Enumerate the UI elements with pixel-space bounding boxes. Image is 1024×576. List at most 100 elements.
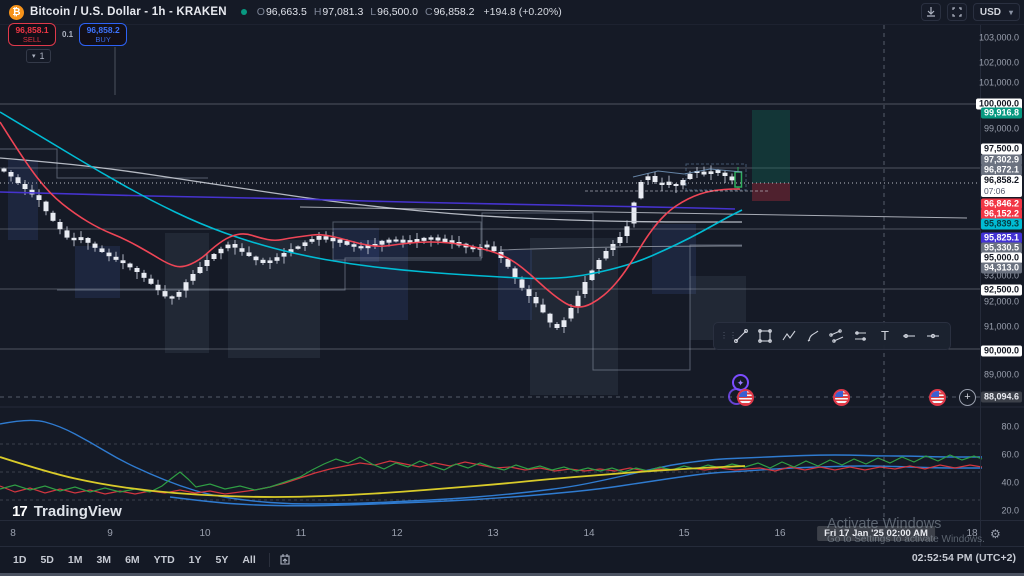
buy-label: BUY [95, 35, 111, 44]
candle-body [36, 195, 42, 200]
candle-body [554, 324, 560, 328]
ma-purple-line [0, 191, 736, 210]
candle-body [134, 268, 140, 272]
sell-price: 96,858.1 [15, 24, 49, 35]
time-axis-label: 15 [678, 528, 690, 539]
legend-collapse-button[interactable]: ▾ 1 [26, 49, 51, 63]
svg-text:T: T [881, 328, 889, 343]
range-button-3m[interactable]: 3M [96, 554, 112, 566]
add-alert-plus-icon[interactable]: + [959, 389, 976, 406]
timezone-clock[interactable]: 02:52:54 PM (UTC+2) [911, 552, 1016, 564]
range-button-5y[interactable]: 5Y [215, 554, 229, 566]
candle-body [729, 176, 735, 181]
ohlc-item: L96,500.0 [370, 6, 418, 18]
candle-body [225, 244, 231, 249]
brush-icon[interactable] [802, 325, 824, 347]
price-axis-label: 101,000.0 [978, 77, 1019, 88]
candle-body [43, 201, 49, 212]
sell-button[interactable]: 96,858.1 SELL [8, 23, 56, 46]
trend-line-icon[interactable] [730, 325, 752, 347]
range-button-1d[interactable]: 1D [13, 554, 27, 566]
candle-body [442, 238, 448, 242]
bottom-toolbar: 1D 5D 1M 3M 6M YTD 1Y 5Y All 02:52:54 PM (UTC+2) [0, 546, 1024, 573]
candle-body [155, 284, 161, 291]
polyline-icon[interactable] [778, 325, 800, 347]
candle-body [519, 279, 525, 288]
candle-body [666, 181, 672, 185]
download-icon[interactable] [920, 3, 941, 21]
toolbar-drag-handle[interactable]: ⋮⋮ [720, 331, 738, 340]
cross-line-icon[interactable] [922, 325, 944, 347]
range-button-all[interactable]: All [242, 554, 256, 566]
range-button-1y[interactable]: 1Y [188, 554, 202, 566]
flag-canton [739, 391, 747, 397]
candle-body [680, 180, 686, 186]
zone-box [652, 224, 696, 294]
candle-body [393, 239, 399, 242]
range-button-1m[interactable]: 1M [67, 554, 83, 566]
divider [268, 553, 270, 567]
candle-body [624, 226, 630, 236]
gear-icon[interactable]: ⚙ [990, 527, 1001, 541]
candle-body [78, 237, 84, 241]
flag-canton [931, 391, 939, 397]
currency-select[interactable]: USD ▾ [972, 3, 1020, 21]
tradingview-wordmark: TradingView [33, 503, 122, 520]
candle-body [337, 239, 343, 243]
change-value: +194.8 (+0.20%) [483, 6, 562, 18]
rectangle-icon[interactable] [754, 325, 776, 347]
currency-value: USD [979, 6, 1001, 18]
range-button-5d[interactable]: 5D [40, 554, 54, 566]
candle-body [659, 182, 665, 185]
candle-body [596, 260, 602, 269]
price-axis-label: 95,839.3 [980, 218, 1022, 230]
symbol-title[interactable]: Bitcoin / U.S. Dollar - 1h - KRAKEN [30, 6, 227, 18]
candle-body [64, 230, 70, 238]
maximize-icon[interactable] [946, 3, 967, 21]
candle-body [330, 237, 336, 242]
price-axis-label: 103,000.0 [978, 32, 1019, 43]
ma-white-line [0, 157, 742, 223]
chevron-down-icon: ▾ [32, 53, 36, 60]
price-axis-label: 92,000.0 [983, 296, 1019, 307]
ohlc-values: O96,663.5 H97,081.3 L96,500.0 C96,858.2 +194… [257, 6, 562, 18]
candle-body [127, 263, 133, 268]
buy-button[interactable]: 96,858.2 BUY [79, 23, 128, 46]
candle-body [701, 171, 707, 175]
parallel-channel-icon[interactable] [826, 325, 848, 347]
price-axis[interactable]: 103,000.0 102,000.0 101,000.0 100,000.0 99,9… [975, 25, 1024, 546]
us-economic-event-flag-icon[interactable] [929, 389, 946, 406]
candle-body [92, 243, 98, 248]
flat-channel-icon[interactable] [850, 325, 872, 347]
candle-body [316, 236, 322, 240]
time-axis[interactable]: Fri 17 Jan '25 02:00 AM ⚙ 8 9 10 11 12 13 14 15… [0, 520, 1024, 546]
price-axis-label: 95,825.1 [980, 232, 1022, 244]
window-edge [0, 573, 1024, 576]
go-to-date-icon[interactable] [278, 553, 292, 567]
time-axis-label: 18 [966, 528, 978, 539]
bitcoin-icon: ₿ [9, 4, 24, 20]
us-economic-event-flag-icon[interactable] [833, 389, 850, 406]
tradingview-logo[interactable]: 17 TradingView [12, 503, 122, 520]
candle-body [71, 237, 77, 241]
time-axis-label: 11 [295, 528, 307, 539]
candle-body [722, 172, 728, 176]
candle-body [281, 253, 287, 257]
horizontal-line-icon[interactable] [898, 325, 920, 347]
candle-body [162, 291, 168, 297]
us-economic-event-flag-icon[interactable] [737, 389, 754, 406]
zone-box [75, 246, 120, 298]
candle-body [323, 236, 329, 240]
zone-box [530, 238, 618, 395]
candle-body [267, 260, 273, 263]
text-icon[interactable]: T [874, 325, 896, 347]
candle-body [386, 239, 392, 243]
range-button-ytd[interactable]: YTD [153, 554, 175, 566]
range-button-6m[interactable]: 6M [125, 554, 140, 566]
time-axis-label: 10 [199, 528, 211, 539]
candle-body [106, 252, 112, 257]
indicator-blue-upper [0, 419, 982, 505]
price-axis-label: 90,000.0 [980, 345, 1022, 357]
price-axis-label: 97,500.0 [980, 143, 1022, 155]
